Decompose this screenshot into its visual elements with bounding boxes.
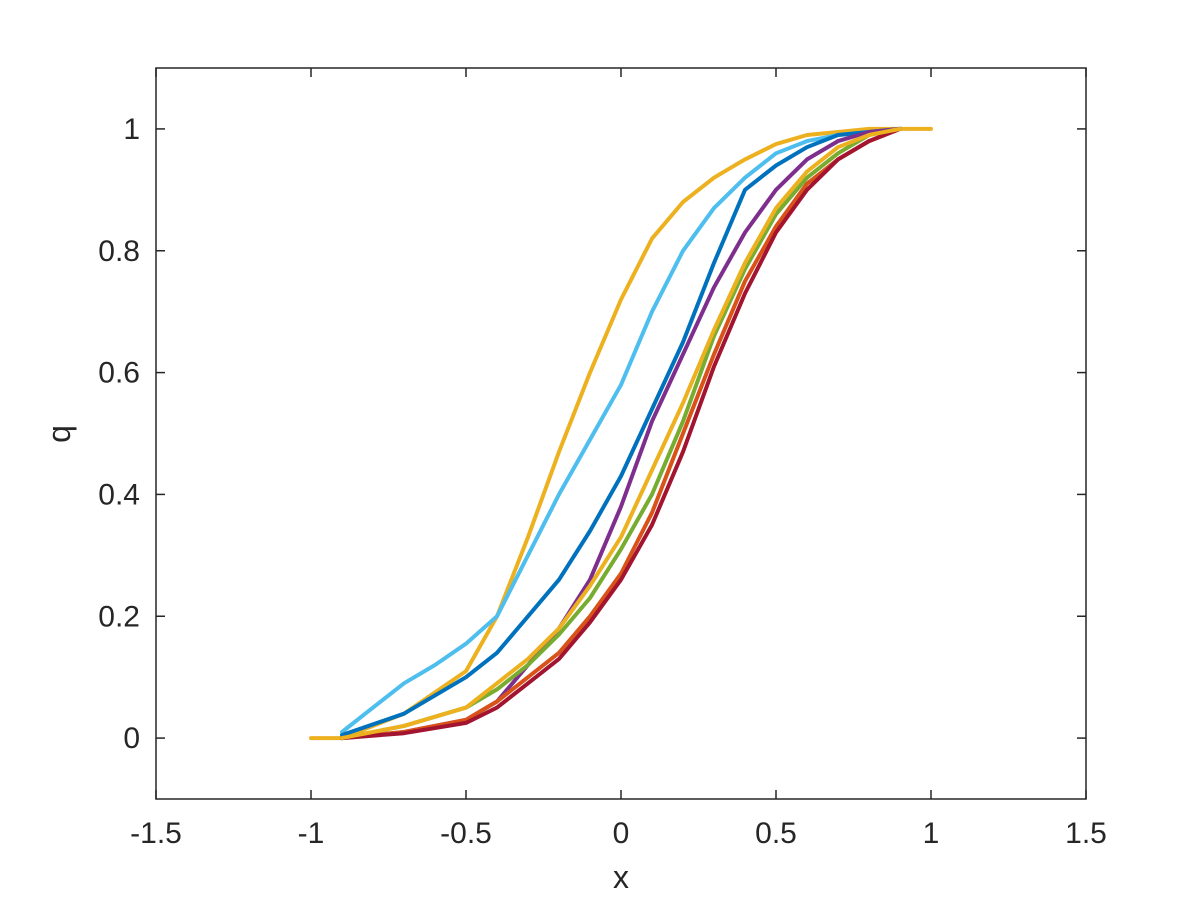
series-layer xyxy=(309,126,933,741)
y-tick-label: 0.2 xyxy=(98,600,140,633)
y-tick-label: 1 xyxy=(123,113,140,146)
series-line-7 xyxy=(340,126,902,741)
y-tick-label: 0.8 xyxy=(98,235,140,268)
x-tick-label: -0.5 xyxy=(440,817,492,850)
x-tick-label: 0 xyxy=(613,817,630,850)
series-line-5 xyxy=(340,126,902,741)
series-line-8 xyxy=(340,126,902,741)
series-line-6 xyxy=(340,126,902,741)
series-line-1 xyxy=(309,126,933,741)
x-tick-label: -1.5 xyxy=(130,817,182,850)
tick-layer: -1.5 -1 -0.5 0 0.5 1 1.5 0 0.2 0.4 0.6 0.8 1 xyxy=(98,68,1107,850)
x-tick-label: -1 xyxy=(298,817,325,850)
x-tick-label: 0.5 xyxy=(755,817,797,850)
x-tick-label: 1 xyxy=(923,817,940,850)
series-line-2 xyxy=(340,126,902,734)
x-tick-label: 1.5 xyxy=(1065,817,1107,850)
y-tick-label: 0.4 xyxy=(98,478,140,511)
y-tick-label: 0 xyxy=(123,722,140,755)
y-tick-label: 0.6 xyxy=(98,357,140,390)
y-axis-label: q xyxy=(41,425,77,443)
x-axis-label: x xyxy=(613,859,629,895)
series-line-3 xyxy=(340,126,902,737)
